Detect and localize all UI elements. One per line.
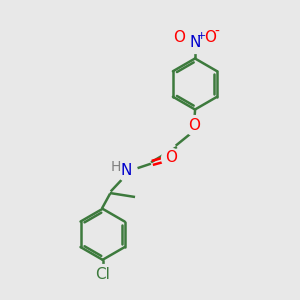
Text: +: + <box>196 31 206 41</box>
Text: N: N <box>189 35 201 50</box>
Text: O: O <box>188 118 200 133</box>
Text: O: O <box>173 30 185 45</box>
Text: O: O <box>205 30 217 45</box>
Text: N: N <box>121 163 132 178</box>
Text: H: H <box>111 160 121 174</box>
Text: O: O <box>165 150 177 165</box>
Text: -: - <box>214 25 219 39</box>
Text: Cl: Cl <box>95 267 110 282</box>
